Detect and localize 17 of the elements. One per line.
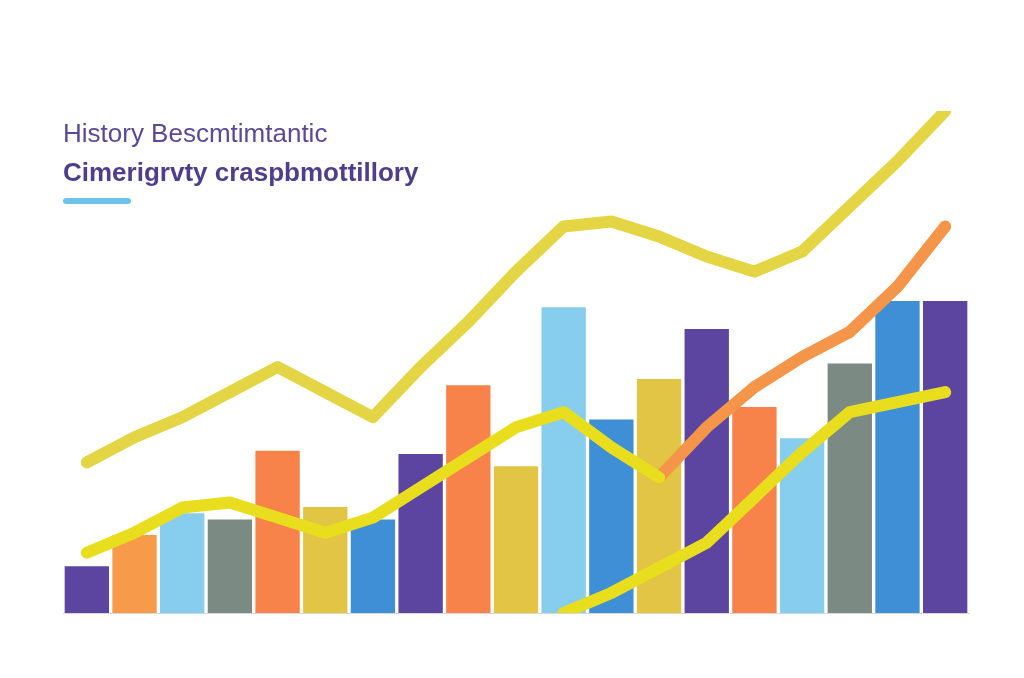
bar [112,535,157,613]
bar [207,519,253,613]
bar [541,307,586,613]
bar [160,513,205,613]
bar [732,407,777,613]
bar [64,566,110,613]
bar [875,301,920,613]
bar [255,450,300,613]
bar [827,363,872,613]
bar [779,438,825,613]
bar [350,519,396,613]
chart-subtitle: Cimerigrvty craspbmottillory [63,157,419,188]
chart-title: History Bescmtimtantic [63,118,329,149]
bar [446,385,491,613]
bar [493,466,539,613]
bar [398,453,443,613]
bar [922,301,968,613]
